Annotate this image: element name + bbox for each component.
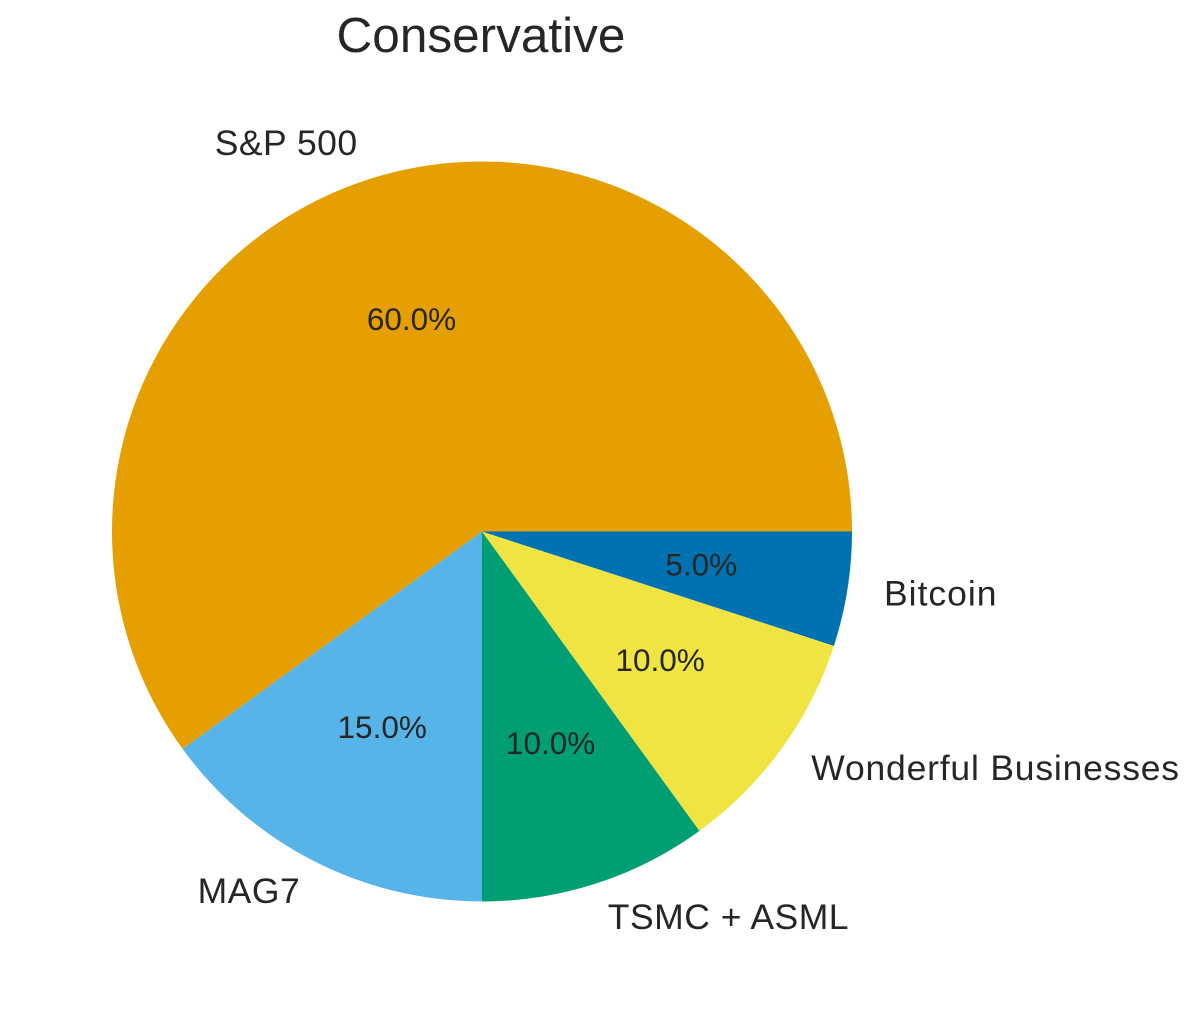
svg-text:Bitcoin: Bitcoin xyxy=(884,574,998,614)
svg-text:TSMC + ASML: TSMC + ASML xyxy=(608,897,849,937)
svg-text:S&P 500: S&P 500 xyxy=(215,123,358,163)
svg-text:MAG7: MAG7 xyxy=(198,871,301,911)
svg-text:5.0%: 5.0% xyxy=(665,547,737,583)
svg-text:Conservative: Conservative xyxy=(337,8,626,63)
svg-text:Wonderful Businesses: Wonderful Businesses xyxy=(811,748,1180,788)
svg-text:60.0%: 60.0% xyxy=(367,301,456,337)
svg-text:10.0%: 10.0% xyxy=(506,725,595,761)
svg-text:10.0%: 10.0% xyxy=(615,642,704,678)
svg-text:15.0%: 15.0% xyxy=(338,709,427,745)
